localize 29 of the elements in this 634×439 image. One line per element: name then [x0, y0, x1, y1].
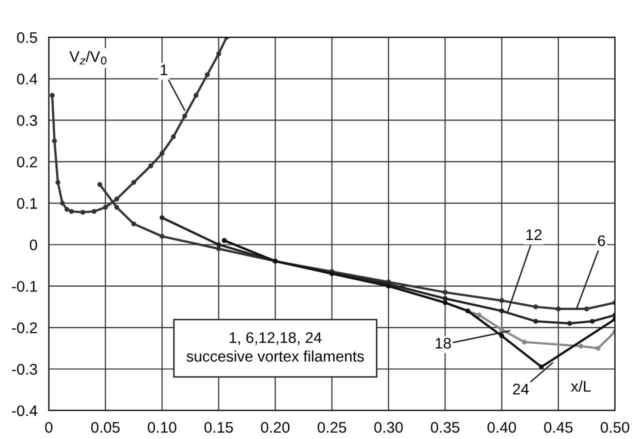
x-tick-label: 0.35: [430, 422, 460, 433]
y-axis-title: V$_{z}$/V$_{0}$: [69, 50, 106, 65]
x-tick-label: 0.50: [600, 422, 630, 433]
annotation: 18: [436, 338, 451, 349]
y-tick-label: 0.5: [17, 32, 38, 43]
y-tick-label: -0.2: [12, 322, 37, 334]
y-tick-label: 0.2: [17, 156, 37, 168]
x-tick-label: 0.30: [374, 422, 403, 433]
x-axis-title: x/L: [570, 380, 591, 392]
x-tick-label: 0.45: [544, 422, 573, 433]
x-tick-label: 0.10: [148, 422, 176, 433]
x-tick-label: 0.15: [204, 422, 233, 433]
x-tick-label: 0.20: [261, 422, 290, 433]
annotation: 6: [598, 235, 606, 246]
x-tick-label: 0.40: [487, 422, 516, 433]
y-tick-label: 0: [30, 239, 38, 250]
annotation: 24: [513, 384, 529, 394]
annotation: 1: [160, 64, 168, 76]
y-tick-label: 0.3: [17, 115, 38, 126]
x-tick-label: 0.05: [91, 422, 120, 433]
y-tick-label: 0.4: [17, 74, 38, 84]
x-tick-label: 0.25: [318, 422, 346, 433]
y-tick-label: -0.3: [12, 364, 38, 375]
annotation: 1, 6,12,18, 24 succesive vortex filaments: [186, 332, 364, 362]
y-tick-label: 0.1: [17, 198, 37, 209]
annotation: 12: [526, 229, 542, 240]
y-tick-label: -0.1: [12, 280, 37, 292]
x-tick-label: 0: [45, 422, 52, 433]
y-tick-label: -0.4: [12, 405, 38, 416]
